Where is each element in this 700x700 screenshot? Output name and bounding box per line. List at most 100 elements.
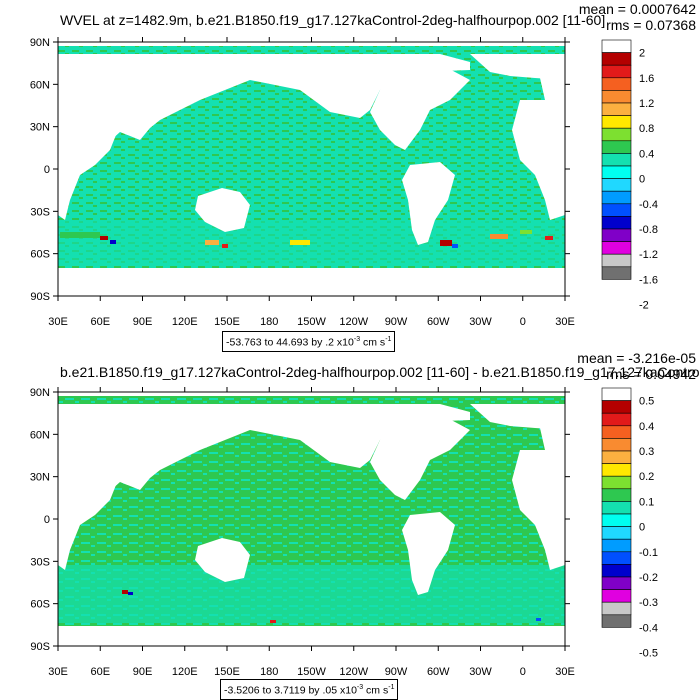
- colorbar-swatch: [601, 241, 632, 255]
- colorbar-label: -0.1: [639, 547, 658, 559]
- mean-label: mean = -3.216e-05: [577, 350, 696, 366]
- lon-label: 150E: [214, 666, 240, 678]
- colorbar-swatch: [601, 513, 632, 527]
- colorbar-swatch: [601, 39, 632, 53]
- lat-label: 90S: [30, 291, 50, 303]
- colorbar-label: 2: [639, 48, 645, 60]
- colorbar-label: -0.4: [639, 622, 658, 634]
- colorbar-label: -1.2: [639, 249, 658, 261]
- lon-label: 120E: [172, 316, 198, 328]
- map-field: [58, 392, 565, 646]
- colorbar-label: 0.4: [639, 148, 654, 160]
- colorbar-label: 1.2: [639, 98, 654, 110]
- colorbar-swatch: [601, 551, 632, 565]
- lat-label: 30N: [30, 122, 50, 134]
- mean-label: mean = 0.0007642: [578, 1, 696, 17]
- lat-label: 30S: [30, 556, 50, 568]
- colorbar-label: -1.6: [639, 274, 658, 286]
- colorbar-swatch: [601, 52, 632, 66]
- lon-label: 180: [260, 316, 278, 328]
- map-panel-2: 90N 60N 30N 0 30S 60S 90S 30E 60E 90E 120E 150E 180…: [30, 387, 658, 678]
- colorbar-label: 0.5: [639, 396, 654, 408]
- landmasses: [58, 42, 565, 296]
- lon-label: 90W: [385, 316, 408, 328]
- colorbar-label: 0.2: [639, 471, 654, 483]
- lon-label: 120E: [172, 666, 198, 678]
- plot-title: WVEL at z=1482.9m, b.e21.B1850.f19_g17.1…: [60, 12, 606, 28]
- colorbar-label: -0.5: [639, 648, 658, 660]
- lat-label: 90N: [30, 387, 50, 399]
- colorbar-swatch: [601, 127, 632, 142]
- panel-top: WVEL at z=1482.9m, b.e21.B1850.f19_g17.1…: [30, 1, 696, 352]
- colorbar-swatch: [601, 538, 632, 553]
- colorbar-swatch: [601, 601, 632, 616]
- colorbar-label: 0: [639, 174, 645, 186]
- colorbar-label: 0.8: [639, 123, 654, 135]
- lon-label: 90W: [385, 666, 408, 678]
- lat-label: 90N: [30, 37, 50, 49]
- lat-label: 60N: [30, 79, 50, 91]
- colorbar-label: 0: [639, 522, 645, 534]
- lon-label: 30E: [555, 316, 575, 328]
- colorbar-swatch: [601, 450, 632, 464]
- colorbar-swatch: [601, 140, 632, 154]
- colorbar-swatch: [601, 614, 632, 628]
- range-box: -3.5206 to 3.7119 by .05 x10-3 cm s-1: [220, 679, 399, 700]
- lon-label: 150E: [214, 316, 240, 328]
- lat-label: 60N: [30, 429, 50, 441]
- colorbar-swatch: [601, 387, 632, 401]
- lat-label: 0: [44, 164, 50, 176]
- map-field: [58, 42, 565, 296]
- lon-label: 120W: [339, 666, 368, 678]
- colorbar-swatch: [601, 90, 632, 104]
- colorbar-swatch: [601, 266, 632, 280]
- range-box: -53.763 to 44.693 by .2 x10-3 cm s-1: [222, 331, 396, 352]
- lat-label: 30S: [30, 206, 50, 218]
- colorbar-swatch: [601, 501, 632, 515]
- lon-label: 60W: [427, 666, 450, 678]
- lat-axis: 90N 60N 30N 0 30S 60S 90S: [30, 37, 570, 303]
- lat-label: 90S: [30, 641, 50, 653]
- colorbar-swatch: [601, 77, 632, 91]
- rms-label: rms = 0.04942: [606, 366, 696, 382]
- colorbar-swatch: [601, 153, 632, 167]
- colorbar-label: -0.2: [639, 572, 658, 584]
- lon-label: 0: [520, 316, 526, 328]
- colorbar-label: -2: [639, 300, 649, 312]
- colorbar-label: -0.4: [639, 199, 658, 211]
- southern-ocean-anomalies: [122, 590, 541, 623]
- lon-label: 30W: [469, 316, 492, 328]
- colorbar-swatch: [601, 576, 632, 590]
- map-panel-1: 90N 60N 30N 0 30S 60S 90S 30E 60E 90E 120E 150E 180…: [30, 37, 658, 328]
- lon-label: 60W: [427, 316, 450, 328]
- colorbar-swatch: [601, 102, 632, 116]
- colorbar-swatch: [601, 178, 632, 192]
- colorbar-swatch: [601, 190, 632, 205]
- colorbar-swatch: [601, 412, 632, 427]
- rms-label: rms = 0.07368: [606, 17, 696, 33]
- colorbar-swatch: [601, 228, 632, 242]
- colorbar-swatch: [601, 253, 632, 268]
- colorbar-swatch: [601, 526, 632, 540]
- colorbar-swatch: [601, 115, 632, 129]
- colorbar-label: 0.1: [639, 496, 654, 508]
- colorbar-swatch: [601, 564, 632, 578]
- lat-label: 0: [44, 514, 50, 526]
- colorbar-swatch: [601, 203, 632, 217]
- colorbar: 2 1.6 1.2 0.8 0.4 0 -0.4 -0.8 -1.2 -1.6 -2: [601, 39, 658, 312]
- lon-label: 0: [520, 666, 526, 678]
- panel-bottom: b.e21.B1850.f19_g17.127kaControl-2deg-ha…: [0, 350, 700, 700]
- lon-label: 90E: [133, 666, 153, 678]
- lon-label: 150W: [297, 316, 326, 328]
- lon-label: 90E: [133, 316, 153, 328]
- colorbar-label: 1.6: [639, 73, 654, 85]
- lon-label: 180: [260, 666, 278, 678]
- colorbar-swatch: [601, 216, 632, 230]
- plot-title: b.e21.B1850.f19_g17.127kaControl-2deg-ha…: [60, 364, 700, 380]
- lon-axis: 30E 60E 90E 120E 150E 180 150W 120W 90W 60W 30W 0 30…: [48, 387, 575, 678]
- colorbar: 0.5 0.4 0.3 0.2 0.1 0 -0.1 -0.2 -0.3 -0.4 -0.5: [601, 387, 658, 660]
- colorbar-label: -0.8: [639, 224, 658, 236]
- lon-label: 30E: [48, 316, 68, 328]
- lat-label: 30N: [30, 472, 50, 484]
- colorbar-swatch: [601, 400, 632, 414]
